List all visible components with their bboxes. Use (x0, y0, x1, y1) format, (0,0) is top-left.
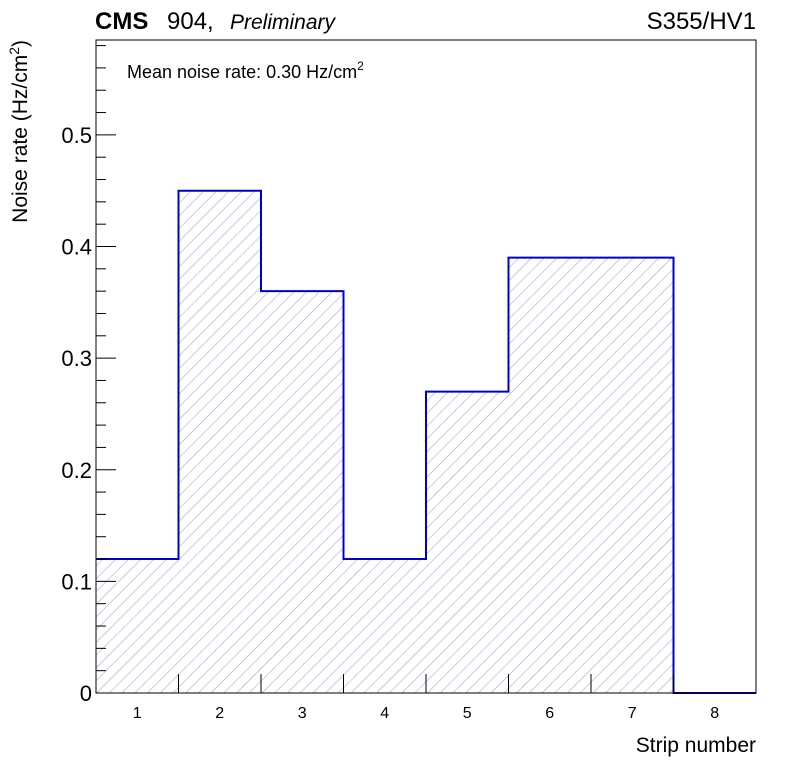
x-tick-label: 8 (710, 705, 719, 722)
y-tick-label: 0.2 (61, 458, 92, 483)
y-tick-label: 0.1 (61, 569, 92, 594)
x-tick-label: 5 (463, 705, 472, 722)
y-axis-title: Noise rate (Hz/cm2) (6, 40, 32, 223)
y-axis-title-text: Noise rate (Hz/cm (9, 55, 32, 223)
facility-label: 904, (167, 8, 214, 35)
x-axis: 1 2 3 4 5 6 7 8 (133, 674, 719, 722)
y-tick-label: 0.4 (61, 235, 92, 260)
mean-noise-text: Mean noise rate: 0.30 Hz/cm (127, 62, 357, 82)
y-tick-label: 0.3 (61, 346, 92, 371)
preliminary-label: Preliminary (230, 11, 337, 34)
bar-strip-6 (508, 257, 591, 693)
y-axis-title-close: ) (9, 40, 32, 47)
y-tick-label: 0.5 (61, 123, 92, 148)
x-tick-label: 3 (298, 705, 307, 722)
mean-noise-annotation: Mean noise rate: 0.30 Hz/cm2 (127, 59, 364, 82)
x-tick-label: 4 (380, 705, 389, 722)
histogram-bars (96, 189, 756, 694)
mean-noise-unit-superscript: 2 (357, 59, 364, 73)
bar-strip-2 (178, 190, 261, 693)
bar-strip-4 (343, 559, 426, 693)
experiment-label: CMS (95, 8, 148, 35)
y-axis-title-superscript: 2 (6, 47, 22, 55)
bar-strip-3 (261, 291, 344, 693)
histogram-outline (96, 189, 756, 694)
x-tick-label: 1 (133, 705, 142, 722)
x-tick-label: 7 (628, 705, 637, 722)
y-axis: 0 0.1 0.2 0.3 0.4 0.5 (61, 45, 116, 706)
x-axis-title: Strip number (636, 734, 756, 757)
bar-strip-5 (426, 391, 509, 693)
bar-strip-1 (96, 559, 179, 693)
y-tick-label: 0 (80, 681, 92, 706)
run-label: S355/HV1 (647, 8, 756, 35)
x-tick-label: 2 (215, 705, 224, 722)
x-tick-label: 6 (545, 705, 554, 722)
bar-strip-7 (591, 257, 674, 693)
